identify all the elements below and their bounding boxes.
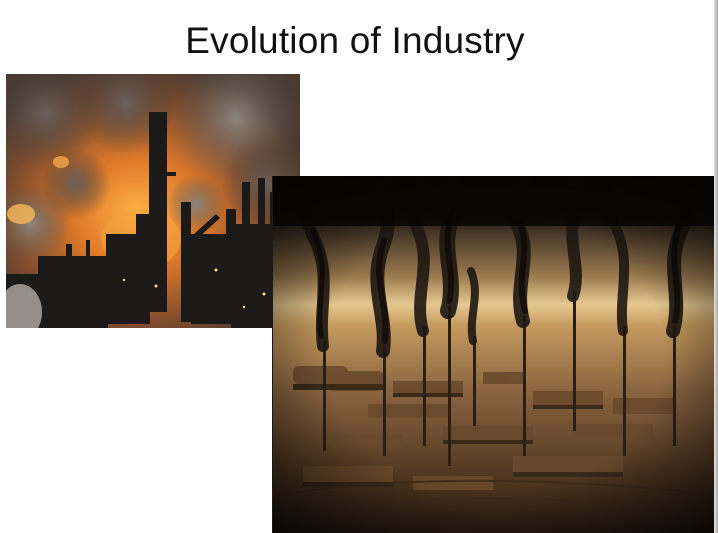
slide-title: Evolution of Industry [185,20,525,61]
slide-edge [714,0,718,533]
smokestack-factory-photo [6,74,300,328]
polluted-industrial-landscape-photo [273,176,715,533]
